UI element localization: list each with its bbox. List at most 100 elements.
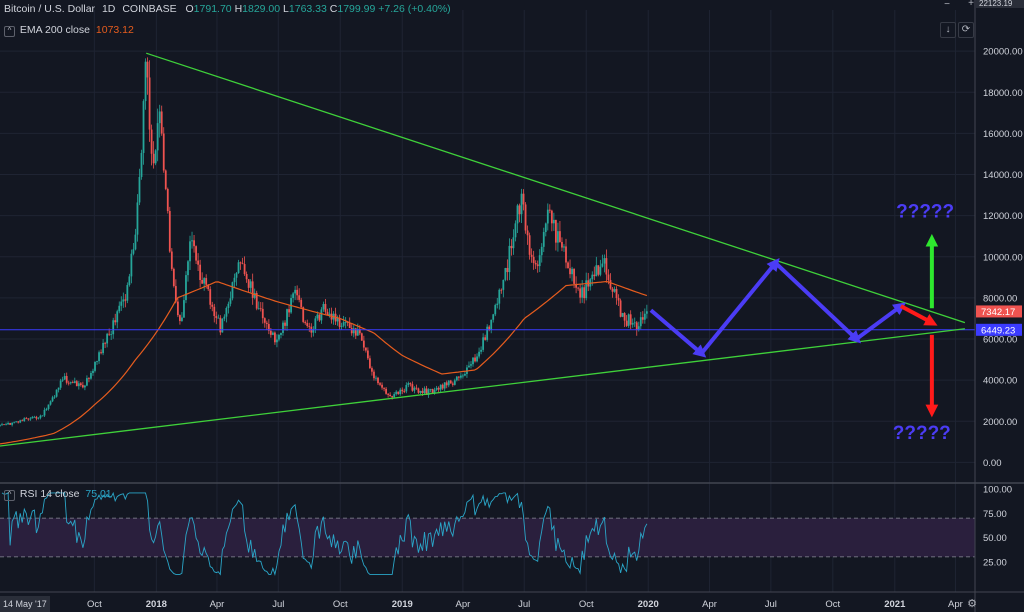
candle-body [464,373,466,376]
candle-body [534,262,537,265]
candle-body [326,311,329,316]
collapse-icon[interactable]: ^ [4,26,15,37]
candle-body [108,333,111,335]
candle-body [83,385,86,388]
candle-body [621,313,624,317]
ema-label[interactable]: EMA 200 close [19,24,90,36]
rsi-band [0,518,975,557]
candle-body [536,264,539,267]
rsi-tick-label: 100.00 [983,485,1012,496]
candle-body [385,388,387,394]
candle-body [344,322,347,323]
candle-body [263,318,266,323]
candle-body [342,322,345,326]
interval[interactable]: 1D [101,3,116,15]
candle-body [45,408,48,410]
candle-body [437,387,440,390]
settings-gear-icon[interactable]: ⚙ [967,598,977,610]
candle-body [59,380,62,388]
candle-body [492,314,495,320]
candle-body [269,330,272,335]
candle-body [235,273,238,278]
candle-body [27,418,30,420]
symbol-name[interactable]: Bitcoin / U.S. Dollar [4,3,96,15]
crosshair-icon[interactable]: − [944,0,950,10]
candle-body [375,377,377,379]
candle-body [172,268,175,287]
candle-body [508,245,511,273]
candle-body [259,308,262,310]
collapse-icon[interactable]: ^ [4,490,15,501]
candle-body [197,260,199,265]
candle-body [425,388,428,395]
x-tick-label: Apr [210,599,225,610]
candle-body [641,317,644,320]
candle-body [51,397,54,402]
candle-body [132,249,135,254]
candle-body [575,283,578,288]
candle-body [544,223,547,233]
x-tick-label: 2020 [638,599,659,610]
candle-body [88,378,90,379]
y-tick-label: 6000.00 [983,335,1017,346]
candle-body [106,333,109,344]
candle-body [25,418,28,420]
arrow-down-icon[interactable]: ↓ [940,22,956,38]
candle-body [552,219,555,224]
candle-body [280,332,282,335]
candle-body [261,308,264,319]
candle-body [613,289,616,292]
x-tick-label: Oct [87,599,102,610]
candle-body [445,382,448,386]
candle-body [419,390,422,393]
annotation-upper: ????? [896,202,954,223]
candle-body [294,289,297,294]
candle-body [423,388,426,394]
candle-body [124,299,127,301]
candle-body [0,424,1,426]
candle-body [546,209,549,224]
candle-body [318,314,321,321]
candle-body [75,381,78,387]
candle-body [579,288,582,298]
candle-body [593,274,596,277]
candle-body [86,378,88,386]
candle-body [183,300,185,318]
rsi-label[interactable]: RSI 14 close [19,488,80,500]
candle-body [15,421,18,423]
candle-body [358,329,361,334]
candle-body [550,210,553,224]
candle-body [43,409,46,416]
candle-body [401,389,404,392]
candle-body [199,264,202,281]
candle-body [583,287,586,299]
candle-body [213,306,216,317]
candle-body [457,376,460,378]
candle-body [324,304,327,312]
open-label: O [185,3,194,15]
candle-body [195,246,197,261]
candle-body [366,350,369,359]
candle-body [81,385,84,388]
current-price-badge-bg [976,305,1022,318]
candle-body [512,237,515,249]
candle-body [122,299,125,302]
candle-body [11,422,14,425]
candle-body [154,150,157,164]
candle-body [114,320,117,323]
level-price-badge-bg [976,323,1022,336]
plus-icon[interactable]: + [968,0,974,9]
candle-body [138,176,141,203]
candle-body [462,375,464,377]
candle-body [5,424,7,426]
refresh-icon[interactable]: ⟳ [958,22,974,38]
candle-body [395,391,398,395]
candle-body [55,389,58,397]
candle-body [478,351,480,357]
candle-body [247,279,250,288]
candle-body [468,365,470,368]
candle-body [63,375,66,380]
candle-body [288,309,290,313]
candle-body [502,279,505,290]
candle-body [284,322,286,326]
